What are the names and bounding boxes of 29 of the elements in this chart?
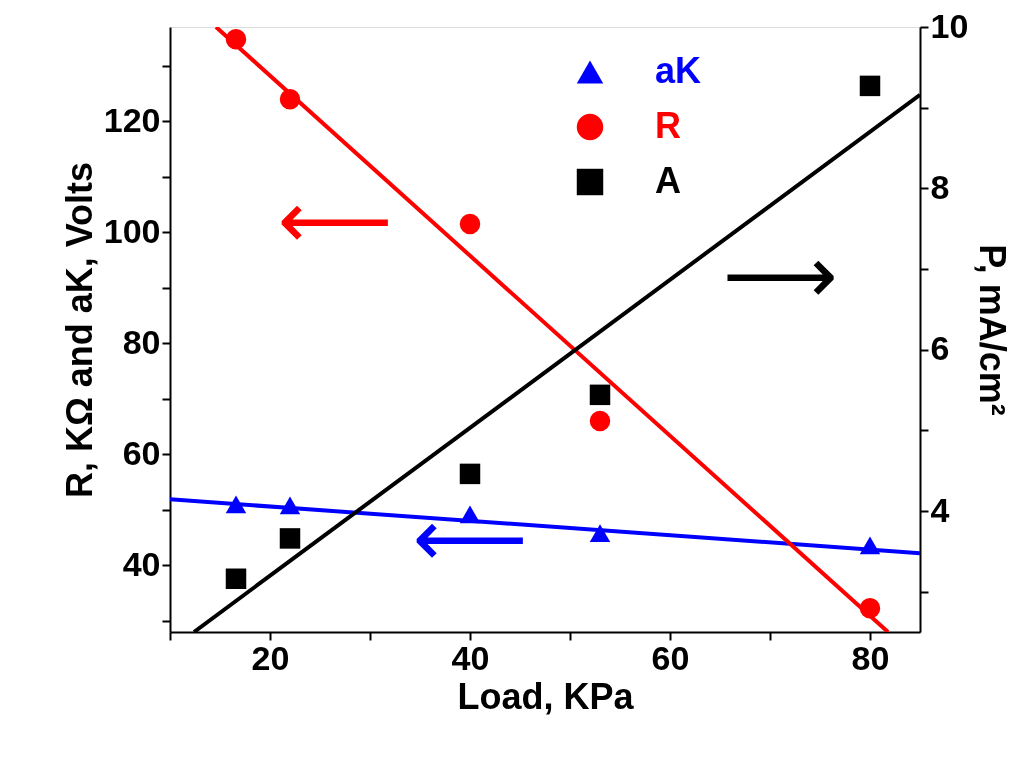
y2-tick-label: 4: [930, 490, 950, 529]
point: [589, 410, 611, 432]
y-axis-title: R, KΩ and aK, Volts: [58, 161, 100, 499]
legend-label: R: [655, 105, 681, 146]
y-tick-label: 40: [122, 544, 161, 583]
x-tick-label: 80: [851, 638, 890, 677]
point: [279, 528, 301, 549]
point: [225, 568, 247, 590]
y-tick-label: 120: [103, 100, 161, 139]
point: [459, 463, 481, 485]
legend-label: aK: [655, 50, 702, 91]
x-tick-label: 40: [451, 638, 490, 677]
point: [859, 75, 881, 97]
y2-axis-title: P, mA/cm²: [972, 244, 1014, 416]
x-tick-label: 60: [651, 638, 690, 677]
annotation: ⟵: [412, 492, 528, 585]
x-axis-title: Load, KPa: [457, 675, 635, 717]
y-tick-label: 60: [122, 433, 161, 472]
point: [589, 384, 611, 406]
point: [459, 213, 481, 235]
y2-tick-label: 10: [930, 6, 969, 45]
x-tick-label: 20: [251, 638, 290, 677]
legend-label: A: [655, 160, 681, 201]
y2-tick-label: 8: [930, 167, 950, 206]
y-tick-label: 100: [103, 211, 161, 250]
annotation: ⟵: [277, 174, 393, 267]
y-tick-label: 80: [122, 322, 161, 361]
y2-tick-label: 6: [930, 329, 950, 368]
annotation: ⟶: [722, 229, 838, 322]
